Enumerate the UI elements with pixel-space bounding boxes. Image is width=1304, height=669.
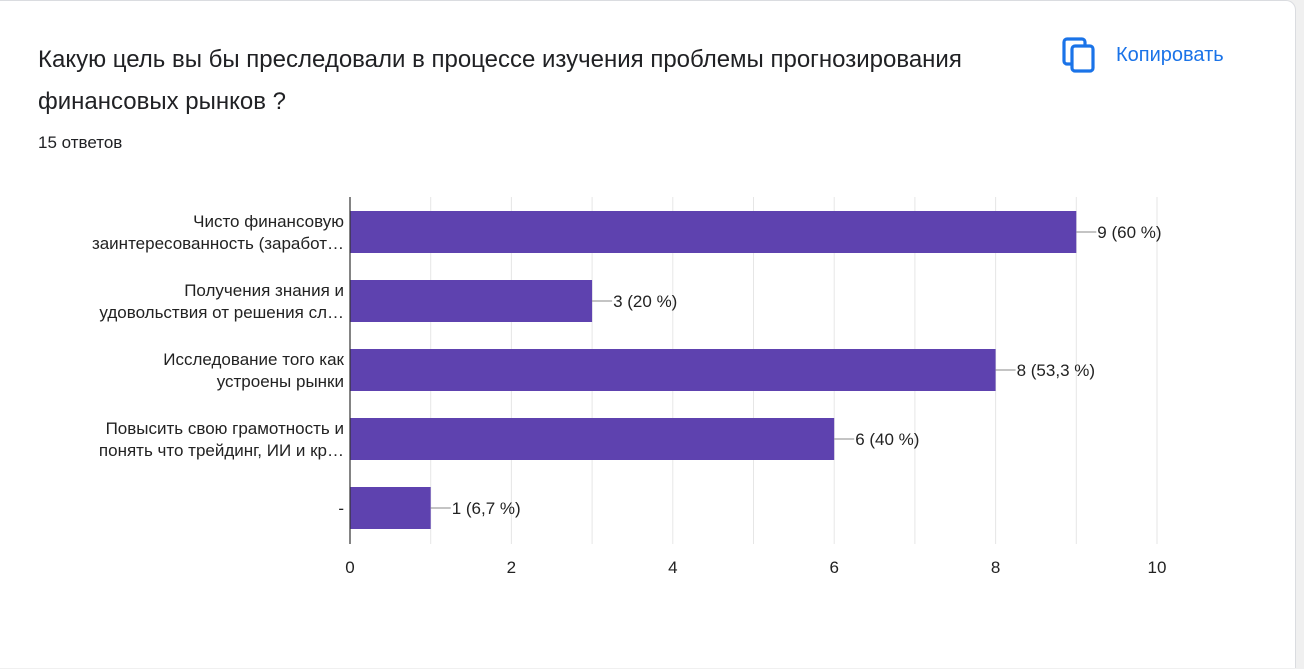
category-label: Получения знания и удовольствия от решени… (99, 281, 344, 322)
category-label: Повысить свою грамотность и понять что тр… (99, 419, 344, 460)
x-tick-label: 4 (668, 558, 677, 577)
value-label: 1 (6,7 %) (452, 499, 521, 518)
category-label: Чисто финансовую заинтересованность (зара… (92, 212, 344, 253)
response-count: 15 ответов (38, 133, 123, 152)
bar (350, 418, 835, 460)
copy-icon (1062, 37, 1096, 73)
question-title: Какую цель вы бы преследовали в процессе… (38, 46, 962, 115)
value-label: 9 (60 %) (1097, 223, 1161, 242)
x-tick-label: 6 (829, 558, 838, 577)
bar (350, 349, 996, 391)
bar (350, 487, 431, 529)
bar (350, 211, 1077, 253)
x-tick-label: 8 (991, 558, 1000, 577)
bar (350, 280, 593, 322)
category-label: Исследование того как устроены рынки (163, 350, 344, 391)
copy-button[interactable]: Копировать (1062, 35, 1224, 75)
x-tick-label: 0 (345, 558, 354, 577)
value-label: 8 (53,3 %) (1017, 361, 1095, 380)
value-label: 6 (40 %) (855, 430, 919, 449)
x-tick-label: 10 (1148, 558, 1167, 577)
value-label: 3 (20 %) (613, 292, 677, 311)
copy-label: Копировать (1116, 43, 1224, 66)
category-label: - (338, 499, 344, 518)
x-tick-label: 2 (507, 558, 516, 577)
